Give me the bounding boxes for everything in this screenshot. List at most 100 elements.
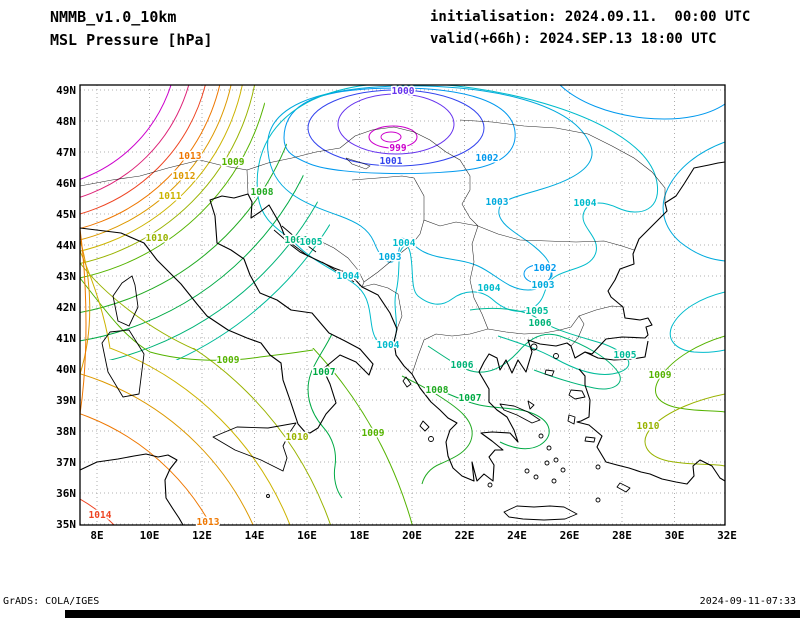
isobars-west-connectors — [80, 228, 314, 415]
isobar-label: 1003 — [532, 280, 555, 291]
lat-tick-label: 42N — [56, 301, 76, 314]
isobar-label: 1007 — [313, 367, 336, 378]
lat-tick-label: 47N — [56, 146, 76, 159]
isobar-1010 — [80, 85, 260, 270]
init-time-label: initialisation: 2024.09.11. 00:00 UTC — [430, 9, 751, 25]
isobar-label: 1006 — [285, 235, 308, 246]
isobar-1001 — [307, 89, 485, 167]
lat-tick-label: 40N — [56, 363, 76, 376]
lon-tick-label: 28E — [612, 529, 632, 542]
isobar-999 — [380, 131, 402, 143]
lat-tick-label: 38N — [56, 425, 76, 438]
field-title: MSL Pressure [hPa] — [50, 31, 213, 49]
isobar-1015 — [80, 85, 196, 206]
lon-tick-label: 20E — [402, 529, 422, 542]
isobar-label: 1014 — [89, 510, 112, 521]
isobar-999 — [368, 125, 418, 149]
lat-tick-label: 46N — [56, 177, 76, 190]
isobar-1012 — [80, 239, 91, 375]
window-bottom-bar — [65, 610, 800, 618]
isobar-1000 — [337, 93, 455, 155]
isobar-label: 1002 — [534, 263, 557, 274]
lat-tick-label: 43N — [56, 270, 76, 283]
isobar-1011 — [108, 348, 291, 525]
isobar-1009 — [80, 85, 274, 284]
lon-tick-label: 30E — [665, 529, 685, 542]
lat-tick-label: 41N — [56, 332, 76, 345]
isobar-label: 1004 — [377, 340, 400, 351]
isobar-1013 — [80, 413, 212, 525]
lon-tick-label: 24E — [507, 529, 527, 542]
lon-tick-label: 12E — [192, 529, 212, 542]
lat-tick-label: 49N — [56, 84, 76, 97]
axis-labels: 8E 10E 12E 14E 16E 18E 20E 22E 24E 26E 28E 30E 32E 49… — [56, 84, 737, 542]
isobar-label: 1005 — [614, 350, 637, 361]
isobar-label: 1008 — [426, 385, 449, 396]
isobar-label: 1009 — [222, 157, 245, 168]
isobar-1007 — [307, 333, 343, 499]
isobars-low-center — [256, 85, 658, 347]
isobar-label: 1004 — [393, 238, 416, 249]
isobar-label: 1006 — [529, 318, 552, 329]
map-frame — [79, 84, 726, 526]
isobar-label: 1001 — [380, 156, 403, 167]
isobar-1013 — [80, 228, 87, 415]
isobar-1008 — [401, 375, 473, 485]
lon-tick-label: 26E — [560, 529, 580, 542]
lat-tick-label: 44N — [56, 239, 76, 252]
isobar-label: 1009 — [362, 428, 385, 439]
isobar-label: 1007 — [459, 393, 482, 404]
isobar-1002 — [559, 85, 725, 120]
lon-tick-label: 22E — [455, 529, 475, 542]
isobar-label: 1000 — [392, 86, 415, 97]
isobar-label: 1004 — [478, 283, 501, 294]
isobar-label: 1006 — [451, 360, 474, 371]
isobar-label: 1010 — [146, 233, 169, 244]
isobar-label: 1011 — [159, 191, 182, 202]
graticule — [80, 85, 725, 525]
country-borders — [80, 119, 666, 375]
lat-tick-label: 35N — [56, 518, 76, 531]
isobar-1004 — [669, 291, 725, 353]
lon-tick-label: 14E — [245, 529, 265, 542]
isobar-label: 1004 — [337, 271, 360, 282]
valid-time-label: valid(+66h): 2024.SEP.13 18:00 UTC — [430, 31, 717, 47]
lon-tick-label: 18E — [350, 529, 370, 542]
isobar-label: 1009 — [217, 355, 240, 366]
isobar-label: 1002 — [476, 153, 499, 164]
isobar-1002 — [283, 87, 516, 175]
lat-tick-label: 45N — [56, 208, 76, 221]
isobar-1012 — [80, 85, 237, 247]
isobar-label: 1010 — [637, 421, 660, 432]
lat-tick-label: 39N — [56, 394, 76, 407]
isobar-1004 — [256, 85, 658, 347]
isobar-1010 — [644, 393, 725, 467]
isobar-1009 — [655, 335, 725, 413]
isobar-1002 — [523, 264, 553, 284]
map-content — [80, 85, 725, 525]
lon-tick-label: 16E — [297, 529, 317, 542]
isobar-1006 — [80, 85, 335, 360]
lon-tick-label: 8E — [90, 529, 103, 542]
isobar-1003 — [662, 141, 725, 262]
isobar-label: 1013 — [179, 151, 202, 162]
isobars-east-south — [307, 85, 725, 499]
contour-labels: 1000 999 1001 1002 1003 1004 1013 1012 1011 1009 1… — [87, 85, 673, 530]
isobar-label: 1010 — [286, 432, 309, 443]
lat-tick-label: 37N — [56, 456, 76, 469]
creation-timestamp: 2024-09-11-07:33 — [699, 596, 796, 607]
isobar-label: 1005 — [526, 306, 549, 317]
isobar-label: 1013 — [197, 517, 220, 528]
lon-tick-label: 10E — [140, 529, 160, 542]
isobar-label: 1009 — [649, 370, 672, 381]
isobar-1009 — [80, 277, 314, 361]
isobar-label: 1003 — [486, 197, 509, 208]
isobar-1007 — [429, 385, 550, 450]
isobar-1011 — [80, 250, 111, 349]
lon-tick-label: 32E — [717, 529, 737, 542]
isobar-1003 — [267, 85, 593, 291]
isobar-label: 1003 — [379, 252, 402, 263]
islands — [101, 225, 631, 521]
